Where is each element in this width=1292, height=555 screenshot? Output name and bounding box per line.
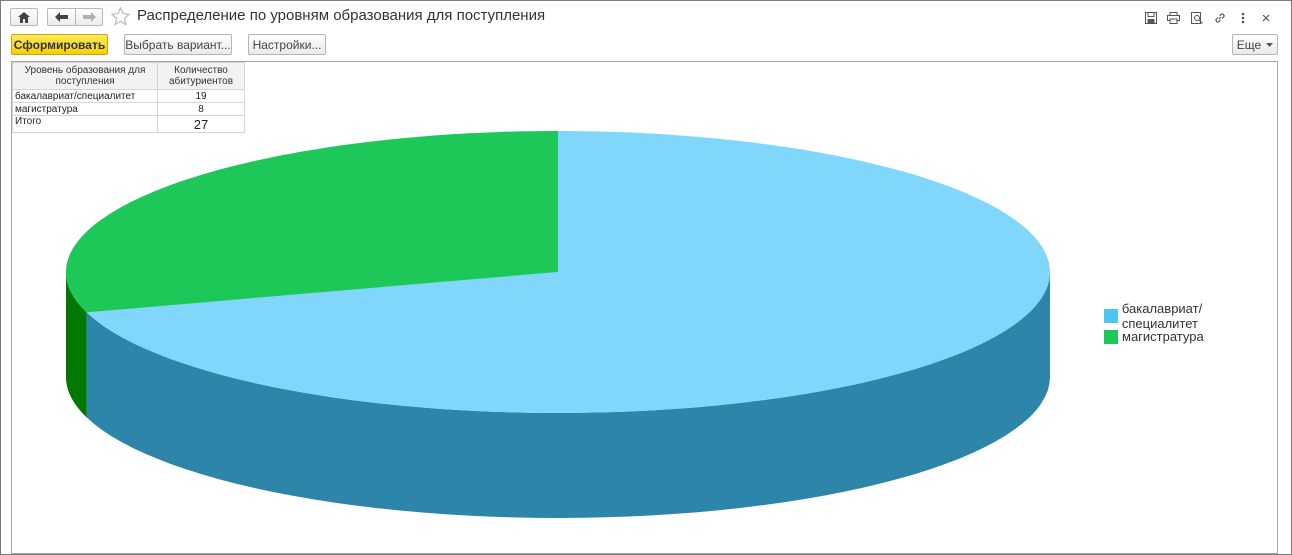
table-row: магистратура 8	[12, 102, 245, 116]
save-icon	[1144, 12, 1157, 24]
legend-item: бакалавриат/специалитет	[1104, 301, 1277, 331]
legend-label: магистратура	[1122, 329, 1204, 344]
choose-variant-button[interactable]: Выбрать вариант...	[124, 34, 232, 55]
home-icon	[18, 11, 30, 23]
legend-swatch	[1104, 308, 1118, 323]
total-row: Итого 27	[12, 115, 245, 133]
pie-side-1	[66, 272, 87, 418]
forward-button[interactable]	[75, 8, 103, 26]
back-button[interactable]	[47, 8, 75, 26]
total-value: 27	[157, 115, 245, 133]
total-label: Итого	[12, 115, 158, 133]
legend-item: магистратура	[1104, 326, 1277, 347]
home-button[interactable]	[10, 8, 38, 26]
legend-swatch	[1104, 329, 1118, 344]
chevron-down-icon	[1266, 42, 1274, 47]
chart-legend: бакалавриат/специалитет магистратура	[1104, 301, 1277, 347]
print-button[interactable]	[1162, 9, 1185, 27]
report-area[interactable]: Уровень образования для поступления Коли…	[11, 61, 1278, 554]
pie-side-0	[86, 272, 1050, 518]
preview-icon	[1190, 12, 1203, 24]
star-icon	[110, 6, 131, 26]
save-button[interactable]	[1139, 9, 1162, 27]
preview-button[interactable]	[1185, 9, 1208, 27]
more-button[interactable]: Еще	[1232, 34, 1278, 55]
vertical-dots-icon	[1241, 12, 1244, 24]
window-controls	[1139, 9, 1277, 27]
print-icon	[1167, 12, 1180, 24]
settings-button[interactable]: Настройки...	[248, 34, 326, 55]
arrow-left-icon	[55, 12, 68, 22]
pie-slice-0	[86, 131, 1050, 413]
report-table: Уровень образования для поступления Коли…	[12, 62, 245, 133]
favorite-star-button[interactable]	[110, 6, 131, 31]
pie-slice-1	[66, 131, 558, 313]
legend-label: бакалавриат/специалитет	[1121, 300, 1203, 331]
close-icon	[1262, 14, 1269, 22]
link-icon	[1214, 13, 1225, 23]
generate-button[interactable]: Сформировать	[11, 34, 108, 55]
close-button[interactable]	[1254, 9, 1277, 27]
pie-chart	[66, 131, 1050, 518]
more-button-label: Еще	[1236, 37, 1262, 52]
more-actions-button[interactable]	[1231, 9, 1254, 27]
link-button[interactable]	[1208, 9, 1231, 27]
arrow-right-icon	[82, 12, 96, 22]
window-title: Распределение по уровням образования для…	[137, 7, 546, 24]
